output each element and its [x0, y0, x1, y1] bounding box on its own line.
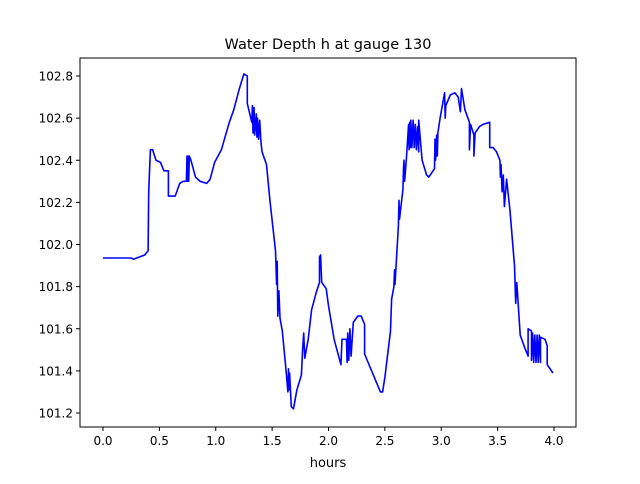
- y-tick-label: 102.2: [39, 196, 73, 210]
- y-tick-label: 101.2: [39, 407, 73, 421]
- x-tick-label: 4.0: [544, 434, 563, 448]
- y-tick-label: 101.8: [39, 280, 73, 294]
- x-tick-label: 3.0: [432, 434, 451, 448]
- x-tick-label: 1.0: [206, 434, 225, 448]
- x-tick-label: 1.5: [263, 434, 282, 448]
- x-tick-label: 2.5: [375, 434, 394, 448]
- y-tick-label: 102.0: [39, 238, 73, 252]
- axes-frame: [79, 57, 577, 428]
- y-tick-label: 102.6: [39, 112, 73, 126]
- x-tick-label: 0.5: [150, 434, 169, 448]
- x-tick-label: 3.5: [488, 434, 507, 448]
- plot-area: 0.0 0.5 1.0 1.5 2.0 2.5 3.0 3.5 4.0 101.2 101.4 101…: [39, 57, 577, 448]
- y-tick-label: 102.4: [39, 154, 73, 168]
- series-line-h: [103, 73, 554, 410]
- chart-title: Water Depth h at gauge 130: [225, 37, 432, 53]
- x-axis-label: hours: [310, 456, 347, 471]
- x-tick-label: 2.0: [319, 434, 338, 448]
- y-tick-label: 101.6: [39, 322, 73, 336]
- y-tick-label: 102.8: [39, 70, 73, 84]
- y-tick-label: 101.4: [39, 364, 73, 378]
- x-tick-label: 0.0: [93, 434, 112, 448]
